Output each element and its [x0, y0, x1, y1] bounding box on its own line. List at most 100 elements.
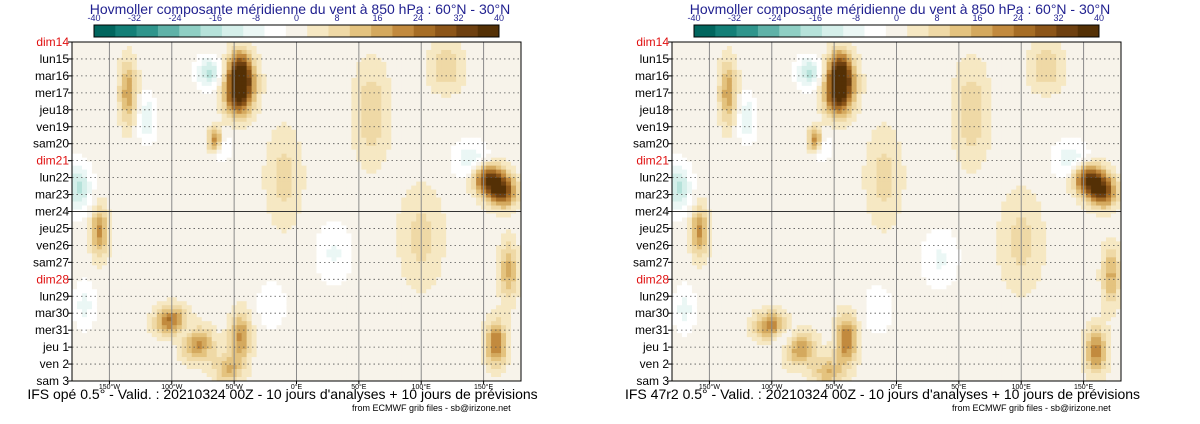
heatmap-cell: [421, 117, 427, 123]
heatmap-cell: [176, 85, 183, 91]
heatmap-cell: [351, 65, 357, 71]
heatmap-cell: [416, 257, 422, 262]
heatmap-cell: [331, 237, 337, 242]
heatmap-cell: [271, 65, 277, 71]
heatmap-cell: [206, 65, 213, 71]
heatmap-cell: [336, 233, 342, 238]
heatmap-cell: [161, 121, 168, 127]
heatmap-cell: [216, 249, 223, 254]
heatmap-cell: [371, 81, 377, 87]
heatmap-cell: [296, 129, 302, 135]
heatmap-cell: [426, 129, 432, 135]
heatmap-cell: [86, 45, 93, 51]
heatmap-cell: [251, 257, 257, 262]
heatmap-cell: [266, 117, 272, 123]
heatmap-cell: [331, 53, 337, 59]
heatmap-cell: [401, 153, 407, 159]
heatmap-cell: [311, 141, 317, 147]
heatmap-cell: [326, 153, 332, 159]
heatmap-cell: [306, 233, 312, 238]
heatmap-cell: [406, 57, 412, 63]
heatmap-cell: [306, 89, 312, 95]
heatmap-cell: [276, 177, 282, 182]
heatmap-cell: [456, 53, 462, 59]
heatmap-cell: [126, 213, 133, 218]
heatmap-cell: [306, 213, 312, 218]
heatmap-cell: [136, 161, 143, 167]
heatmap-cell: [236, 42, 243, 47]
heatmap-cell: [431, 249, 437, 254]
heatmap-cell: [391, 73, 397, 79]
heatmap-cell: [456, 241, 462, 246]
heatmap-cell: [216, 121, 223, 127]
heatmap-cell: [436, 245, 442, 250]
heatmap-cell: [316, 97, 322, 103]
heatmap-cell: [141, 81, 148, 87]
heatmap-cell: [151, 161, 158, 167]
heatmap-cell: [136, 53, 143, 59]
heatmap-cell: [511, 61, 517, 67]
heatmap-cell: [86, 81, 93, 87]
heatmap-cell: [96, 249, 103, 254]
heatmap-cell: [301, 133, 307, 139]
heatmap-cell: [346, 205, 352, 210]
heatmap-cell: [181, 65, 188, 71]
heatmap-cell: [261, 117, 267, 123]
heatmap-cell: [361, 149, 367, 155]
heatmap-cell: [311, 53, 317, 59]
heatmap-cell: [396, 69, 402, 75]
heatmap-cell: [406, 61, 412, 67]
heatmap-cell: [131, 45, 138, 51]
heatmap-cell: [271, 81, 277, 87]
heatmap-cell: [76, 153, 83, 159]
heatmap-cell: [181, 61, 188, 67]
heatmap-cell: [516, 169, 522, 175]
heatmap-cell: [196, 165, 203, 171]
heatmap-cell: [281, 197, 287, 202]
heatmap-cell: [301, 149, 307, 155]
heatmap-cell: [421, 137, 427, 143]
heatmap-cell: [91, 249, 98, 254]
heatmap-cell: [471, 42, 477, 47]
heatmap-cell: [416, 229, 422, 234]
heatmap-cell: [166, 69, 173, 75]
heatmap-cell: [296, 169, 302, 175]
heatmap-cell: [496, 49, 502, 55]
heatmap-cell: [511, 233, 517, 238]
heatmap-cell: [126, 42, 133, 47]
heatmap-cell: [476, 165, 482, 171]
heatmap-cell: [421, 109, 427, 115]
heatmap-cell: [411, 81, 417, 87]
heatmap-cell: [341, 57, 347, 63]
heatmap-cell: [156, 233, 163, 238]
heatmap-cell: [131, 57, 138, 63]
heatmap-cell: [121, 121, 128, 127]
heatmap-cell: [176, 193, 183, 198]
heatmap-cell: [376, 129, 382, 135]
heatmap-cell: [126, 173, 133, 178]
heatmap-cell: [91, 97, 98, 103]
heatmap-cell: [171, 193, 178, 198]
heatmap-cell: [446, 189, 452, 194]
heatmap-cell: [451, 133, 457, 139]
heatmap-cell: [181, 161, 188, 167]
heatmap-cell: [131, 49, 138, 55]
heatmap-cell: [331, 181, 337, 186]
heatmap-cell: [206, 205, 213, 210]
heatmap-cell: [336, 237, 342, 242]
heatmap-cell: [466, 61, 472, 67]
heatmap-cell: [181, 93, 188, 99]
heatmap-cell: [361, 57, 367, 63]
heatmap-cell: [376, 169, 382, 175]
heatmap-cell: [441, 145, 447, 151]
heatmap-cell: [346, 57, 352, 63]
heatmap-cell: [206, 157, 213, 163]
colorbar-swatch: [200, 25, 223, 37]
heatmap-cell: [211, 185, 218, 190]
heatmap-cell: [496, 97, 502, 103]
heatmap-cell: [256, 229, 262, 234]
heatmap-cell: [136, 185, 143, 190]
heatmap-cell: [246, 101, 252, 107]
heatmap-cell: [176, 237, 183, 242]
heatmap-cell: [151, 42, 158, 47]
